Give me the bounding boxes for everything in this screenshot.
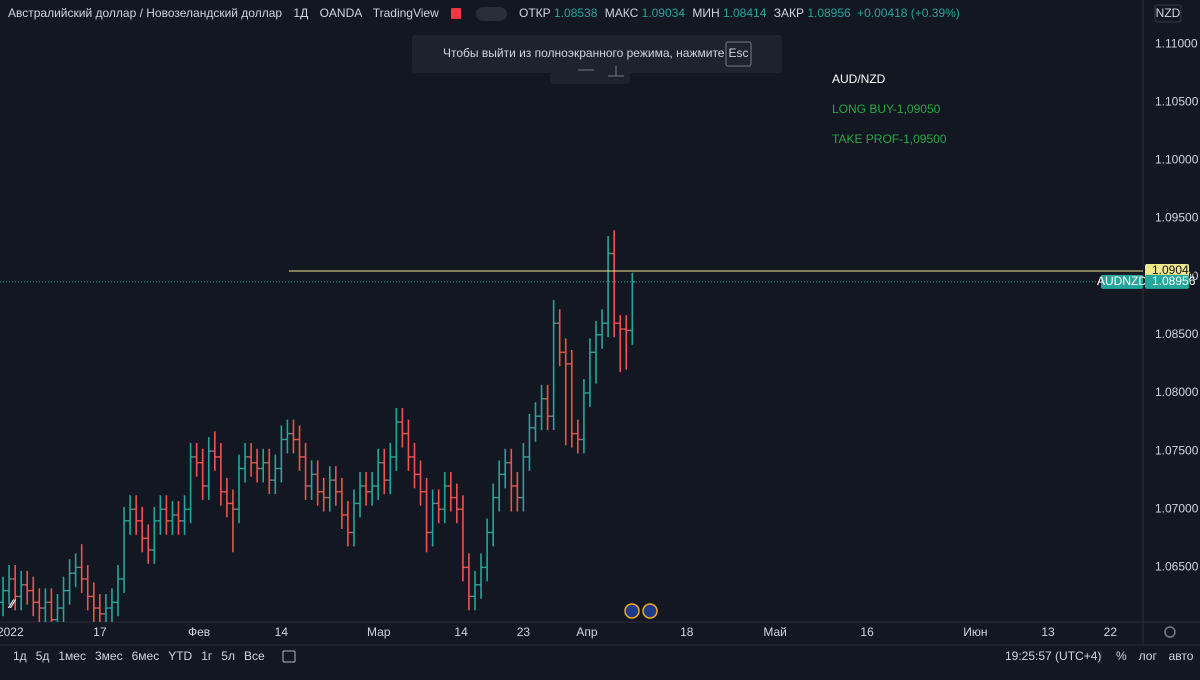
floating-toolbar[interactable] bbox=[550, 62, 630, 84]
x-tick-label: 18 bbox=[680, 625, 694, 639]
y-tick-label: 1.10500 bbox=[1155, 94, 1199, 108]
scale-option[interactable]: % bbox=[1116, 649, 1127, 663]
x-tick-label: Мар bbox=[367, 625, 391, 639]
x-tick-label: 17 bbox=[93, 625, 107, 639]
range-button[interactable]: 5л bbox=[221, 649, 235, 663]
header: Австралийский доллар / Новозеландский до… bbox=[8, 6, 439, 20]
x-tick-label: 2022 bbox=[0, 625, 24, 639]
y-tick-label: 1.09500 bbox=[1155, 211, 1199, 225]
close-value: 1.08956 bbox=[807, 6, 851, 20]
x-tick-label: Май bbox=[763, 625, 787, 639]
status-pill[interactable] bbox=[476, 7, 507, 21]
currency[interactable]: NZD bbox=[1156, 6, 1181, 20]
range-button[interactable]: 1д bbox=[13, 649, 27, 663]
symbol-label-box bbox=[1101, 274, 1143, 289]
high-value: 1.09034 bbox=[642, 6, 686, 20]
date-range-icon[interactable] bbox=[282, 650, 296, 663]
level-label: 1.09049 bbox=[1152, 263, 1196, 277]
interval: 1Д bbox=[293, 6, 308, 20]
annotation-target: TAKE PROF-1,09500 bbox=[832, 132, 947, 146]
range-button[interactable]: 6мес bbox=[132, 649, 160, 663]
event-icon[interactable] bbox=[642, 603, 658, 619]
open-value: 1.08538 bbox=[554, 6, 598, 20]
change-value: +0.00418 (+0.39%) bbox=[857, 6, 960, 20]
settings-icon[interactable] bbox=[1164, 626, 1176, 638]
y-tick-label: 1.07500 bbox=[1155, 443, 1199, 457]
x-tick-label: 22 bbox=[1104, 625, 1118, 639]
esc-box[interactable] bbox=[725, 41, 752, 67]
source: TradingView bbox=[373, 6, 439, 20]
x-tick-label: 16 bbox=[860, 625, 874, 639]
annotation-entry: LONG BUY-1,09050 bbox=[832, 102, 941, 116]
y-tick-label: 1.08000 bbox=[1155, 385, 1199, 399]
range-button[interactable]: YTD bbox=[168, 649, 192, 663]
annotation-title: AUD/NZD bbox=[832, 72, 886, 86]
clock: 19:25:57 (UTC+4) bbox=[1005, 649, 1101, 663]
y-tick-label: 1.07000 bbox=[1155, 501, 1199, 515]
x-tick-label: Апр bbox=[576, 625, 598, 639]
low-label: МИН bbox=[692, 6, 719, 20]
ohlc-legend: ОТКР 1.08538 МАКС 1.09034 МИН 1.08414 ЗА… bbox=[519, 6, 960, 20]
x-tick-label: Июн bbox=[963, 625, 987, 639]
axes: 1.06500 1.07000 1.07500 1.08000 1.08500 1.090… bbox=[0, 36, 1199, 639]
y-tick-label: 1.11000 bbox=[1155, 36, 1198, 50]
close-label: ЗАКР bbox=[774, 6, 804, 20]
x-tick-label: Фев bbox=[188, 625, 210, 639]
x-tick-label: 13 bbox=[1041, 625, 1055, 639]
esc-key[interactable]: Esc bbox=[728, 46, 748, 60]
x-tick-label: 23 bbox=[517, 625, 531, 639]
range-button[interactable]: 1г bbox=[201, 649, 213, 663]
exchange: OANDA bbox=[320, 6, 363, 20]
currency-box[interactable] bbox=[1154, 4, 1182, 23]
flag-icon[interactable] bbox=[451, 8, 461, 19]
logo: ⁄⁄ bbox=[7, 597, 17, 611]
last-price-label: 1.08956 bbox=[1152, 274, 1196, 288]
plot bbox=[0, 230, 1143, 622]
last-price-box bbox=[1145, 274, 1189, 289]
range-button[interactable]: 5д bbox=[36, 649, 50, 663]
level-label-box bbox=[1145, 264, 1189, 279]
range-button[interactable]: 3мес bbox=[95, 649, 123, 663]
scale-option[interactable]: лог bbox=[1139, 649, 1158, 663]
bottom-toolbar: 1д 5д 1мес 3мес 6мес YTD 1г 5л Все% лог авто bbox=[13, 649, 1194, 663]
range-buttons: 1д 5д 1мес 3мес 6мес YTD 1г 5л Все bbox=[13, 649, 265, 663]
x-tick-label: 14 bbox=[454, 625, 468, 639]
x-tick-label: 14 bbox=[275, 625, 289, 639]
y-tick-label: 1.08500 bbox=[1155, 327, 1199, 341]
range-button[interactable]: Все bbox=[244, 649, 265, 663]
notice-box bbox=[412, 35, 782, 73]
low-value: 1.08414 bbox=[723, 6, 767, 20]
y-tick-label: 1.10000 bbox=[1155, 153, 1199, 167]
notice-text: Чтобы выйти из полноэкранного режима, на… bbox=[443, 46, 725, 60]
y-tick-label: 1.06500 bbox=[1155, 560, 1199, 574]
symbol: Австралийский доллар / Новозеландский до… bbox=[8, 6, 282, 20]
high-label: МАКС bbox=[605, 6, 639, 20]
toolbar-icons bbox=[578, 66, 624, 77]
scale-options: % лог авто bbox=[1116, 649, 1194, 663]
range-button[interactable]: 1мес bbox=[58, 649, 86, 663]
event-icon[interactable] bbox=[624, 603, 640, 619]
symbol-label: AUDNZD bbox=[1097, 274, 1147, 288]
open-label: ОТКР bbox=[519, 6, 551, 20]
scale-option[interactable]: авто bbox=[1169, 649, 1194, 663]
